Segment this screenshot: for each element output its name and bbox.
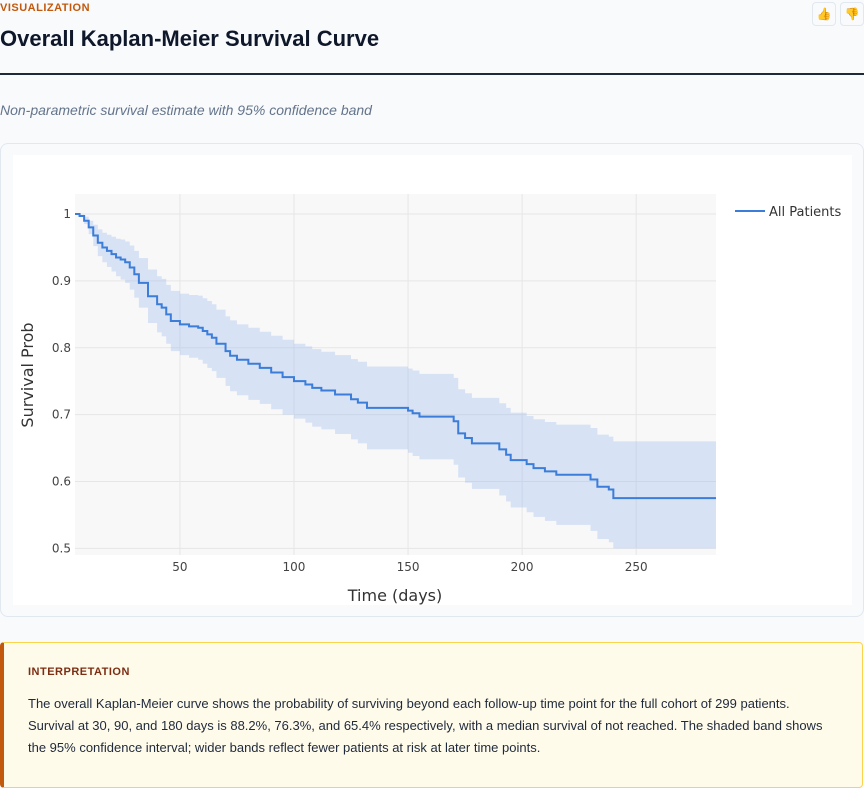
y-axis-ticks: 0.5 0.6 0.7 0.8 0.9 1 bbox=[52, 207, 71, 555]
interpretation-tag: INTERPRETATION bbox=[28, 666, 130, 678]
section-tag: VISUALIZATION bbox=[0, 2, 91, 14]
thumbs-up-icon: 👍 bbox=[816, 7, 832, 21]
chart-area: 50 100 150 200 250 0.5 0.6 0.7 0.8 0.9 1 Time (da… bbox=[13, 155, 852, 605]
chart-card: 50 100 150 200 250 0.5 0.6 0.7 0.8 0.9 1 Time (da… bbox=[0, 143, 864, 617]
km-chart[interactable]: 50 100 150 200 250 0.5 0.6 0.7 0.8 0.9 1 Time (da… bbox=[13, 155, 852, 605]
thumbs-down-button[interactable]: 👎 bbox=[840, 2, 864, 26]
y-tick-label: 0.6 bbox=[52, 474, 71, 488]
y-tick-label: 0.7 bbox=[52, 408, 71, 422]
header-divider bbox=[0, 73, 864, 75]
page-title: Overall Kaplan-Meier Survival Curve bbox=[0, 26, 380, 51]
legend-label: All Patients bbox=[769, 205, 842, 220]
x-tick-label: 50 bbox=[172, 560, 187, 574]
y-tick-label: 0.5 bbox=[52, 541, 71, 555]
x-tick-label: 250 bbox=[625, 560, 648, 574]
x-tick-label: 100 bbox=[283, 560, 306, 574]
thumbs-down-icon: 👎 bbox=[844, 7, 860, 21]
confidence-band bbox=[75, 214, 716, 549]
y-axis-label: Survival Prob bbox=[18, 322, 37, 427]
interpretation-text: The overall Kaplan-Meier curve shows the… bbox=[28, 696, 823, 755]
x-axis-ticks: 50 100 150 200 250 bbox=[172, 560, 647, 574]
x-axis-label: Time (days) bbox=[347, 586, 443, 605]
x-tick-label: 150 bbox=[397, 560, 420, 574]
thumbs-up-button[interactable]: 👍 bbox=[812, 2, 836, 26]
grid-lines bbox=[75, 194, 716, 555]
y-tick-label: 0.8 bbox=[52, 341, 71, 355]
interpretation-panel: INTERPRETATION The overall Kaplan-Meier … bbox=[0, 642, 863, 788]
plot-background bbox=[75, 194, 716, 555]
survival-curve-line[interactable] bbox=[75, 213, 716, 500]
x-tick-label: 200 bbox=[511, 560, 534, 574]
y-tick-label: 0.9 bbox=[52, 274, 71, 288]
y-tick-label: 1 bbox=[63, 207, 71, 221]
chart-subtitle: Non-parametric survival estimate with 95… bbox=[0, 102, 372, 118]
legend[interactable]: All Patients bbox=[735, 205, 842, 220]
